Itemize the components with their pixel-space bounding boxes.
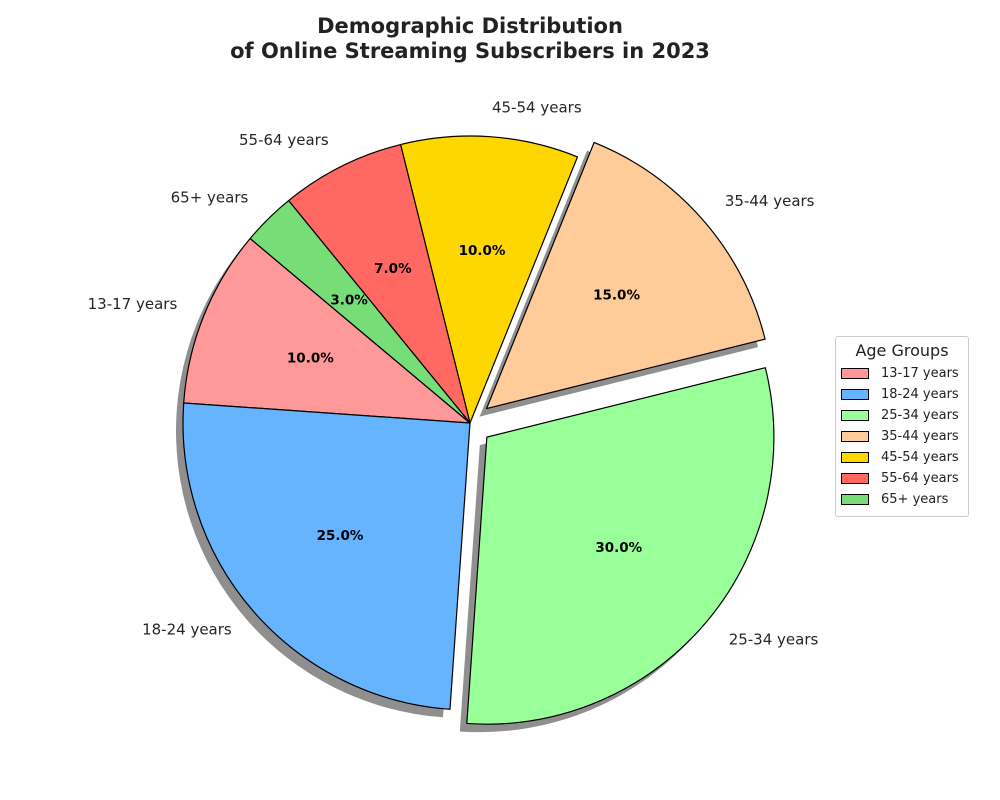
slice-35-44-years — [486, 141, 766, 410]
slice-label-25-34-years: 25-34 years — [729, 631, 819, 649]
slice-label-55-64-years: 55-64 years — [239, 131, 329, 149]
slice-label-65-plus-years: 65+ years — [171, 189, 249, 207]
slice-percent-55-64-years: 7.0% — [374, 261, 412, 277]
chart-title-line-1: Demographic Distribution — [317, 14, 623, 38]
legend: Age Groups 13-17 years 18-24 years 25-34 y… — [835, 336, 969, 517]
legend-item-45-54-years: 45-54 years — [836, 447, 968, 468]
legend-label: 45-54 years — [881, 450, 959, 465]
slice-percent-45-54-years: 10.0% — [459, 243, 506, 259]
slice-45-54-years — [399, 135, 579, 424]
legend-swatch — [841, 410, 869, 421]
legend-label: 65+ years — [881, 492, 949, 507]
legend-swatch — [841, 494, 869, 505]
slice-label-45-54-years: 45-54 years — [492, 99, 582, 117]
slice-25-34-years — [466, 367, 775, 725]
chart-title-line-2: of Online Streaming Subscribers in 2023 — [230, 39, 710, 63]
legend-label: 55-64 years — [881, 471, 959, 486]
slice-percent-35-44-years: 15.0% — [593, 288, 640, 304]
slice-labels: 13-17 years 10.0% 18-24 years 25.0% 25-34 ye… — [88, 99, 819, 649]
slice-percent-25-34-years: 30.0% — [595, 540, 642, 556]
legend-item-25-34-years: 25-34 years — [836, 405, 968, 426]
slice-percent-65-plus-years: 3.0% — [330, 292, 368, 308]
slice-label-35-44-years: 35-44 years — [725, 192, 815, 210]
legend-swatch — [841, 452, 869, 463]
slice-percent-13-17-years: 10.0% — [287, 350, 334, 366]
legend-label: 18-24 years — [881, 387, 959, 402]
legend-item-13-17-years: 13-17 years — [836, 363, 968, 384]
legend-swatch — [841, 431, 869, 442]
legend-title: Age Groups — [855, 341, 949, 360]
legend-label: 25-34 years — [881, 408, 959, 423]
legend-item-55-64-years: 55-64 years — [836, 468, 968, 489]
slice-55-64-years — [288, 143, 471, 424]
legend-swatch — [841, 473, 869, 484]
slice-65-plus-years — [249, 199, 471, 424]
chart-title: Demographic Distribution of Online Strea… — [0, 14, 940, 64]
legend-swatch — [841, 368, 869, 379]
legend-item-35-44-years: 35-44 years — [836, 426, 968, 447]
slice-13-17-years — [183, 237, 471, 424]
slice-label-18-24-years: 18-24 years — [142, 621, 232, 639]
legend-items: 13-17 years 18-24 years 25-34 years 35-44 y… — [836, 363, 968, 510]
legend-label: 13-17 years — [881, 366, 959, 381]
legend-item-18-24-years: 18-24 years — [836, 384, 968, 405]
slice-label-13-17-years: 13-17 years — [88, 295, 178, 313]
slices — [182, 135, 775, 725]
legend-label: 35-44 years — [881, 429, 959, 444]
legend-item-65-plus-years: 65+ years — [836, 489, 968, 510]
legend-swatch — [841, 389, 869, 400]
slice-percent-18-24-years: 25.0% — [317, 528, 364, 544]
slice-18-24-years — [182, 402, 471, 710]
